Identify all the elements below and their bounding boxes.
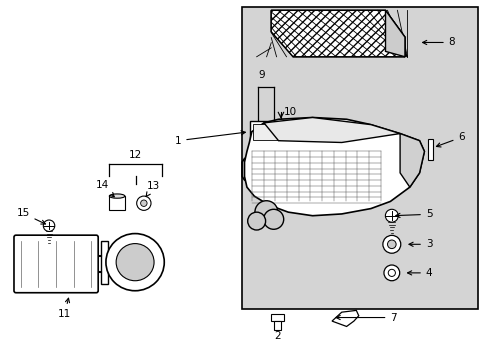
Circle shape: [382, 235, 400, 253]
Polygon shape: [264, 117, 399, 143]
Polygon shape: [385, 10, 404, 57]
Bar: [252, 124, 279, 140]
Bar: [427, 139, 432, 160]
Circle shape: [137, 196, 151, 210]
Polygon shape: [271, 10, 404, 57]
Circle shape: [43, 220, 55, 231]
Circle shape: [387, 269, 395, 276]
Bar: [270, 314, 284, 321]
FancyBboxPatch shape: [14, 235, 98, 293]
Bar: [250, 121, 282, 143]
Text: 6: 6: [436, 132, 464, 147]
Bar: [242, 7, 477, 309]
Polygon shape: [244, 117, 424, 216]
Text: 2: 2: [274, 332, 280, 342]
Text: 14: 14: [96, 180, 114, 197]
Bar: [274, 321, 281, 330]
Ellipse shape: [109, 194, 124, 198]
Circle shape: [386, 240, 395, 249]
Text: 8: 8: [422, 37, 454, 48]
Ellipse shape: [106, 234, 164, 291]
Circle shape: [383, 265, 399, 281]
Text: 4: 4: [407, 268, 431, 278]
Text: 10: 10: [283, 107, 296, 117]
Polygon shape: [331, 310, 358, 327]
Circle shape: [254, 201, 277, 224]
Polygon shape: [101, 241, 108, 284]
Bar: [109, 196, 124, 210]
Text: 5: 5: [395, 209, 431, 219]
Text: 1: 1: [174, 131, 245, 146]
Ellipse shape: [116, 244, 154, 281]
Circle shape: [263, 209, 283, 229]
Text: 9: 9: [258, 70, 264, 80]
Text: 15: 15: [16, 208, 45, 224]
Text: 3: 3: [408, 239, 431, 249]
Text: 13: 13: [146, 181, 160, 197]
Circle shape: [141, 200, 147, 206]
Circle shape: [247, 212, 265, 230]
Polygon shape: [271, 10, 404, 57]
Text: 11: 11: [58, 298, 71, 319]
Polygon shape: [399, 134, 424, 187]
Text: 7: 7: [335, 312, 396, 323]
Text: 12: 12: [129, 150, 142, 160]
Circle shape: [385, 209, 397, 222]
